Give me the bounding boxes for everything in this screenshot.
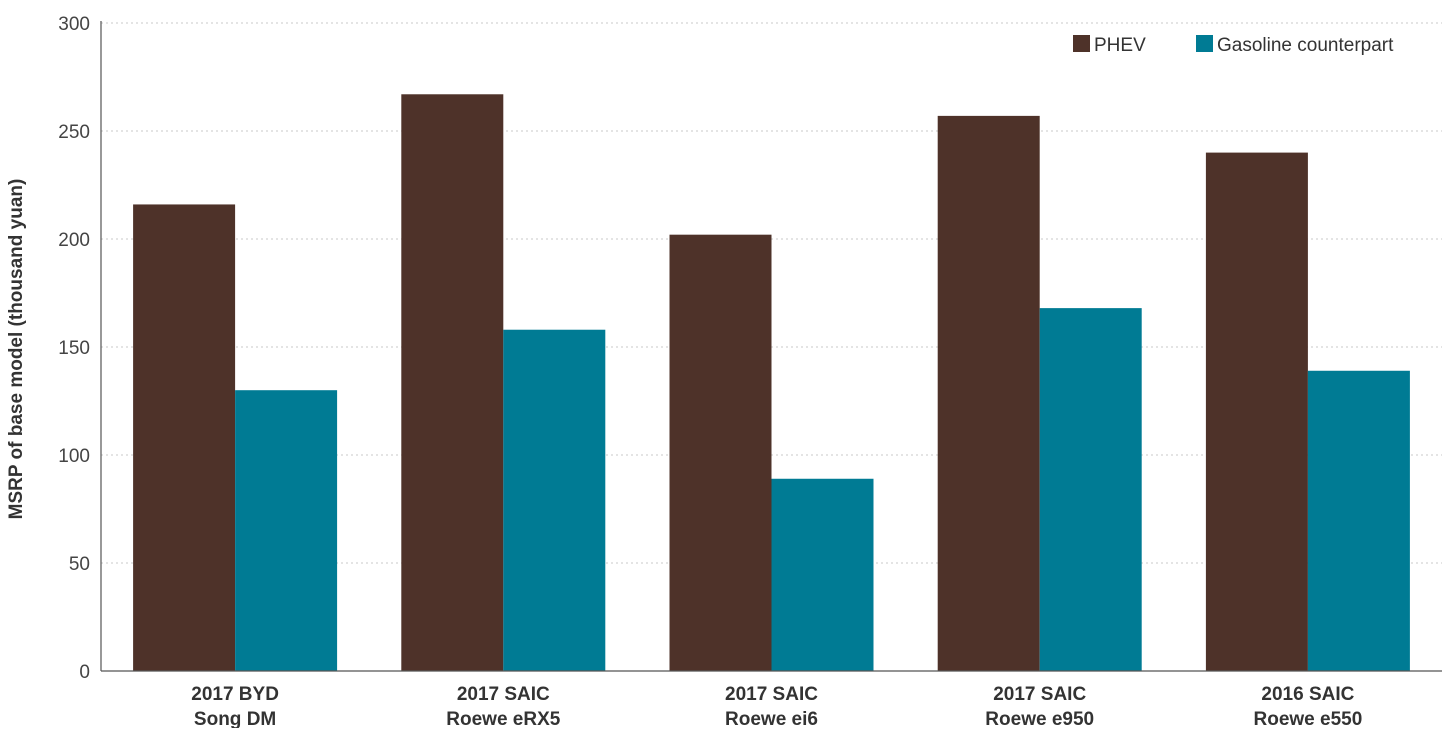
axes [100, 21, 1442, 672]
y-axis-title: MSRP of base model (thousand yuan) [6, 179, 27, 520]
bar-gasoline-0 [235, 390, 338, 671]
x-category-label: 2016 SAIC [1261, 684, 1354, 705]
x-category-label: Song DM [194, 709, 276, 728]
x-category-label: Roewe e550 [1254, 709, 1363, 728]
y-tick-label: 250 [58, 122, 90, 143]
legend: PHEV Gasoline counterpart [1073, 35, 1394, 56]
bar-gasoline-4 [1307, 370, 1410, 671]
legend-label-phev: PHEV [1094, 35, 1146, 56]
x-category-label: 2017 SAIC [993, 684, 1086, 705]
axis-labels: 0 50 100 150 200 250 300 2017 BYD Song DM 2017 SA… [58, 14, 1363, 730]
y-tick-label: 0 [79, 662, 90, 683]
bar-phev-0 [133, 204, 236, 671]
x-category-label: 2017 SAIC [457, 684, 550, 705]
bar-phev-1 [401, 94, 504, 671]
x-category-label: 2017 BYD [191, 684, 279, 705]
bar-gasoline-2 [771, 478, 874, 671]
y-tick-label: 50 [69, 554, 90, 575]
x-category-label: Roewe e950 [985, 709, 1094, 728]
legend-swatch-phev [1073, 35, 1090, 52]
y-tick-label: 100 [58, 446, 90, 467]
bar-gasoline-1 [503, 329, 606, 671]
x-category-label: Roewe eRX5 [446, 709, 560, 728]
x-category-label: 2017 SAIC [725, 684, 818, 705]
legend-label-gasoline: Gasoline counterpart [1217, 35, 1394, 56]
y-tick-label: 150 [58, 338, 90, 359]
y-tick-label: 200 [58, 230, 90, 251]
bars [133, 94, 1410, 672]
bar-gasoline-3 [1039, 308, 1142, 671]
y-tick-label: 300 [58, 14, 90, 35]
bar-phev-3 [937, 115, 1040, 671]
legend-swatch-gasoline [1196, 35, 1213, 52]
bar-phev-4 [1205, 152, 1308, 672]
bar-phev-2 [669, 234, 772, 671]
x-category-label: Roewe ei6 [725, 709, 818, 728]
